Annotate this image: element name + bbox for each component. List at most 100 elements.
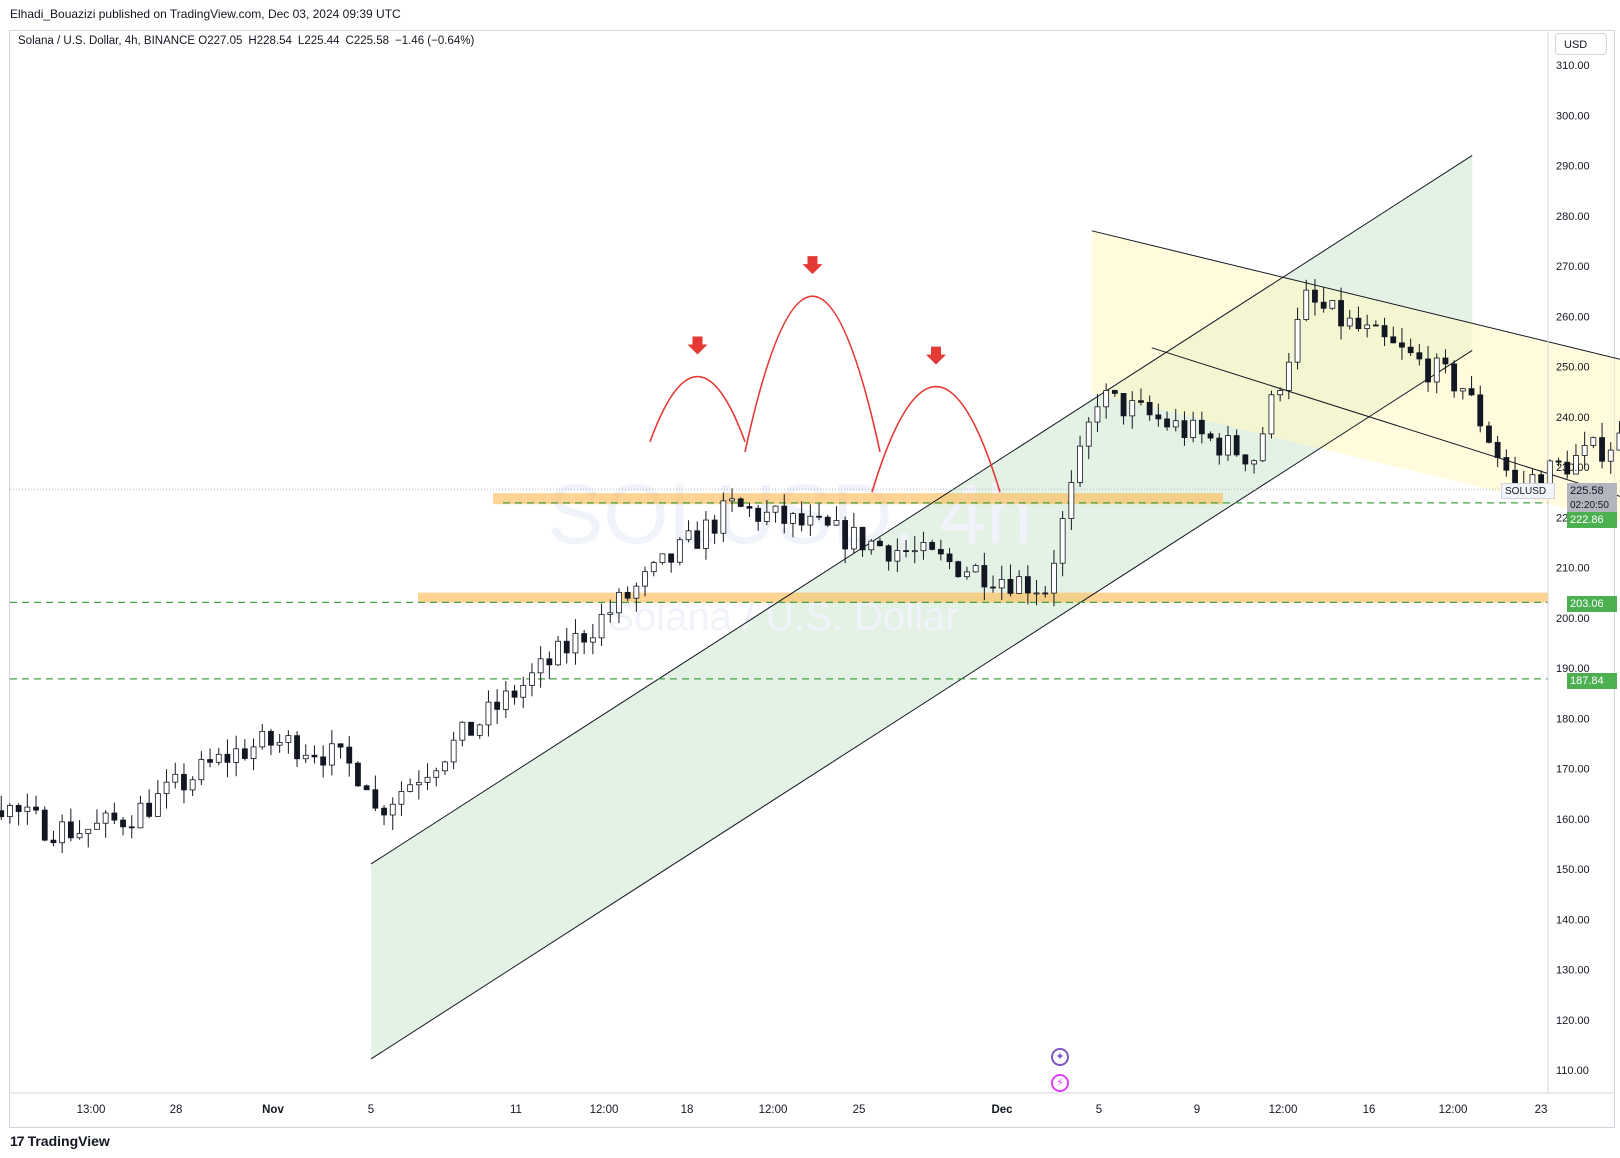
time-tick-label: 12:00 [1269,1104,1298,1116]
chart-frame [9,30,1615,1128]
red-arrow-2 [802,256,823,275]
level-tag-203: 203.06 [1567,596,1617,612]
candle-down [346,746,353,764]
candle-down [990,586,996,589]
candle-up [833,520,840,526]
candle-up [772,505,779,513]
candle-up [1364,324,1371,330]
candle-up [763,511,770,522]
level-tag-187: 187.84 [1567,673,1617,689]
candle-down [946,553,953,563]
symbol-tag: SOLUSD [1501,483,1555,499]
candle-down [33,806,39,811]
candle-down [494,701,501,710]
time-tick-label: 25 [853,1104,866,1116]
candle-down [1372,324,1379,327]
currency-button[interactable]: USD [1555,33,1607,55]
candle-down [1451,363,1458,392]
candle-up [998,578,1005,589]
candle-up [1433,357,1440,383]
candle-up [1268,394,1275,435]
candle-up [1590,437,1597,446]
open-label: O [198,35,208,47]
time-tick-label: 5 [368,1104,374,1116]
candle-up [598,613,605,639]
candle-down [268,730,274,746]
candle-down [372,789,379,809]
candle-up [24,806,31,812]
time-tick-label: 12:00 [590,1104,619,1116]
candle-up [476,724,483,736]
time-tick-label: 23 [1535,1104,1548,1116]
price-tick-label: 120.00 [1556,1015,1590,1027]
candle-up [1129,400,1136,417]
candle-down [1312,289,1318,303]
pattern-arc-3 [871,386,1001,493]
candle-down [824,516,831,526]
rising-channel-lower [370,155,1473,865]
candle-up [529,672,535,686]
time-tick-label: 11 [510,1104,522,1116]
support-zone-lower [418,592,1548,603]
candle-up [555,640,561,666]
price-tick-label: 280.00 [1556,211,1590,223]
price-tick-label: 170.00 [1556,764,1590,776]
candle-down [798,513,805,526]
price-tick-label: 140.00 [1556,914,1590,926]
lightning-icon[interactable]: ⚡ [1051,1074,1069,1092]
candle-up [1581,445,1588,456]
candle-up [415,781,422,786]
candle-up [1016,576,1023,594]
candle-down [694,530,701,549]
symbol-legend: Solana / U.S. Dollar, 4h, BINANCE O227.0… [18,35,474,47]
candle-down [128,826,135,829]
candle-up [537,658,544,674]
candle-up [589,637,596,643]
candle-down [1146,401,1153,416]
candle-down [546,658,553,666]
falling-channel-fill [1091,230,1620,522]
candle-down [1024,576,1031,594]
candle-down [1338,300,1344,327]
candle-up [1103,390,1110,408]
candle-down [50,839,57,844]
candle-up [703,519,709,549]
candle-up [233,748,240,763]
candle-up [720,500,727,534]
candle-up [76,833,83,839]
candle-up [7,805,13,818]
candle-up [442,761,448,772]
candle-down [1155,414,1162,420]
candle-up [1077,445,1083,483]
candle-down [381,807,387,816]
candle-up [1285,361,1292,391]
candle-down [1242,454,1249,465]
candle-down [15,805,22,812]
candle-up [389,803,396,816]
price-tick-label: 260.00 [1556,311,1590,323]
candle-up [485,701,492,726]
candle-down [746,506,753,509]
candle-down [816,515,822,518]
candle-up [407,784,414,792]
candle-up [868,540,875,551]
candle-up [1094,406,1101,423]
pattern-arc-1 [649,376,746,443]
price-tick-label: 230.00 [1556,462,1590,474]
candle-down [1390,336,1397,344]
candle-down [1512,469,1518,484]
candle-up [1033,592,1040,595]
candle-up [920,542,927,552]
price-tick-label: 300.00 [1556,110,1590,122]
candle-up [1225,435,1231,456]
candle-down [468,721,474,736]
candle-down [1181,420,1188,438]
candle-up [729,498,735,502]
candle-down [1042,592,1049,595]
candle-down [181,773,187,791]
candle-up [424,776,431,783]
candle-up [685,530,692,541]
candle-down [1233,435,1240,456]
sparkle-icon[interactable]: ✦ [1051,1048,1069,1066]
